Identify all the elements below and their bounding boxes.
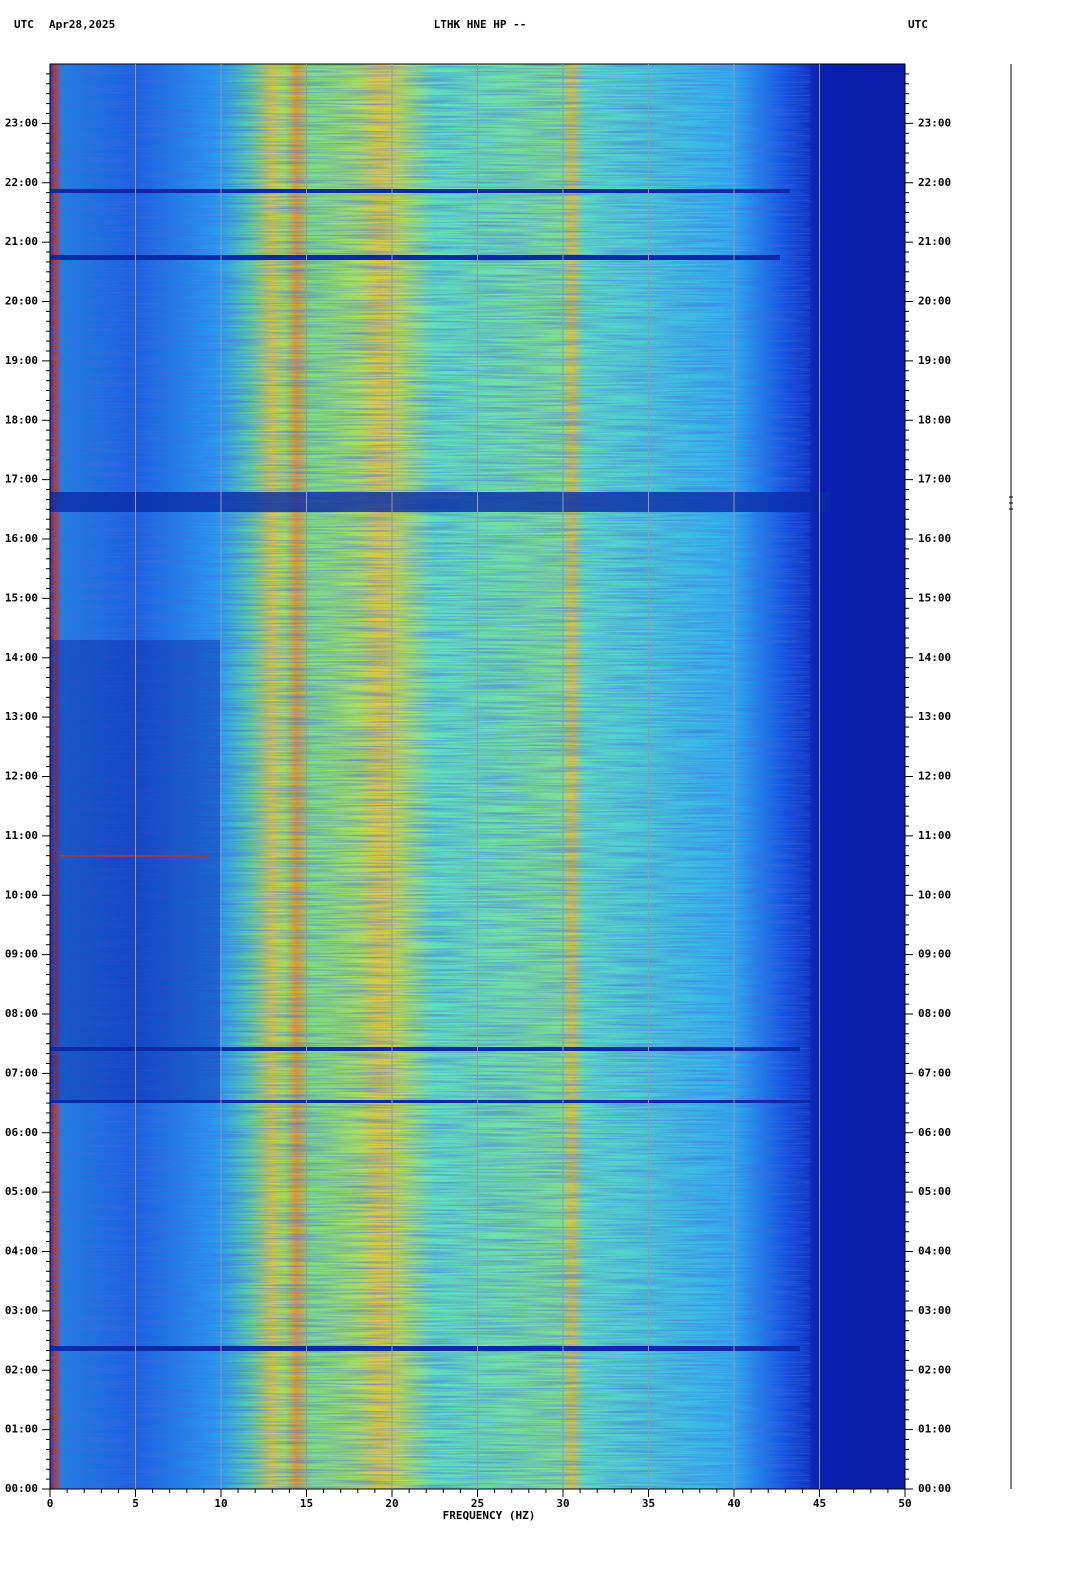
y-tick-label-left: 00:00	[5, 1482, 38, 1495]
x-tick-label: 0	[47, 1497, 54, 1510]
y-tick-label-right: 06:00	[918, 1126, 951, 1139]
y-tick-label-right: 10:00	[918, 888, 951, 901]
y-tick-label-right: 21:00	[918, 235, 951, 248]
y-tick-label-left: 22:00	[5, 176, 38, 189]
x-tick-label: 30	[556, 1497, 569, 1510]
y-tick-label-left: 09:00	[5, 948, 38, 961]
y-tick-label-left: 19:00	[5, 354, 38, 367]
y-tick-label-right: 22:00	[918, 176, 951, 189]
y-tick-label-right: 14:00	[918, 651, 951, 664]
y-tick-label-left: 08:00	[5, 1007, 38, 1020]
y-tick-label-right: 12:00	[918, 770, 951, 783]
y-tick-label-left: 15:00	[5, 591, 38, 604]
y-tick-label-right: 09:00	[918, 948, 951, 961]
x-tick-label: 35	[642, 1497, 655, 1510]
y-tick-label-right: 00:00	[918, 1482, 951, 1495]
y-tick-label-left: 12:00	[5, 770, 38, 783]
y-tick-label-right: 11:00	[918, 829, 951, 842]
y-tick-label-right: 17:00	[918, 473, 951, 486]
y-tick-label-left: 01:00	[5, 1423, 38, 1436]
chart-title: LTHK HNE HP --	[434, 18, 527, 31]
y-tick-label-right: 15:00	[918, 591, 951, 604]
x-tick-label: 10	[214, 1497, 227, 1510]
y-tick-label-right: 05:00	[918, 1185, 951, 1198]
y-tick-label-left: 23:00	[5, 116, 38, 129]
y-tick-label-left: 05:00	[5, 1185, 38, 1198]
y-tick-label-right: 20:00	[918, 295, 951, 308]
y-tick-label-right: 04:00	[918, 1245, 951, 1258]
y-tick-label-left: 13:00	[5, 710, 38, 723]
y-tick-label-left: 07:00	[5, 1066, 38, 1079]
y-tick-label-right: 01:00	[918, 1423, 951, 1436]
y-tick-label-left: 17:00	[5, 473, 38, 486]
y-tick-label-left: 14:00	[5, 651, 38, 664]
y-tick-label-left: 18:00	[5, 413, 38, 426]
timezone-right: UTC	[908, 18, 928, 31]
y-tick-label-right: 02:00	[918, 1363, 951, 1376]
x-tick-label: 45	[813, 1497, 826, 1510]
y-tick-label-right: 16:00	[918, 532, 951, 545]
right-trace	[1009, 64, 1013, 1489]
y-tick-label-right: 03:00	[918, 1304, 951, 1317]
y-tick-label-left: 03:00	[5, 1304, 38, 1317]
y-tick-label-right: 18:00	[918, 413, 951, 426]
timezone-left: UTC	[14, 18, 34, 31]
x-tick-label: 20	[385, 1497, 398, 1510]
y-tick-label-left: 20:00	[5, 295, 38, 308]
x-tick-label: 25	[471, 1497, 484, 1510]
x-axis-label: FREQUENCY (HZ)	[443, 1509, 536, 1522]
y-tick-label-left: 21:00	[5, 235, 38, 248]
x-tick-label: 5	[132, 1497, 139, 1510]
y-tick-label-left: 04:00	[5, 1245, 38, 1258]
y-tick-label-right: 13:00	[918, 710, 951, 723]
y-tick-label-left: 16:00	[5, 532, 38, 545]
date: Apr28,2025	[49, 18, 115, 31]
y-tick-label-right: 23:00	[918, 116, 951, 129]
y-tick-label-left: 06:00	[5, 1126, 38, 1139]
y-tick-label-left: 11:00	[5, 829, 38, 842]
y-tick-label-right: 19:00	[918, 354, 951, 367]
x-tick-label: 40	[727, 1497, 740, 1510]
y-tick-label-left: 10:00	[5, 888, 38, 901]
y-tick-label-left: 02:00	[5, 1363, 38, 1376]
x-tick-label: 15	[300, 1497, 313, 1510]
y-tick-label-right: 08:00	[918, 1007, 951, 1020]
y-tick-label-right: 07:00	[918, 1066, 951, 1079]
x-tick-label: 50	[898, 1497, 911, 1510]
